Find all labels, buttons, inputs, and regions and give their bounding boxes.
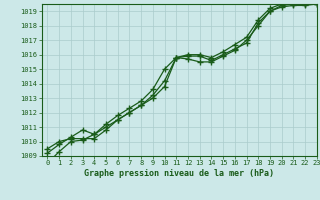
X-axis label: Graphe pression niveau de la mer (hPa): Graphe pression niveau de la mer (hPa) [84, 169, 274, 178]
